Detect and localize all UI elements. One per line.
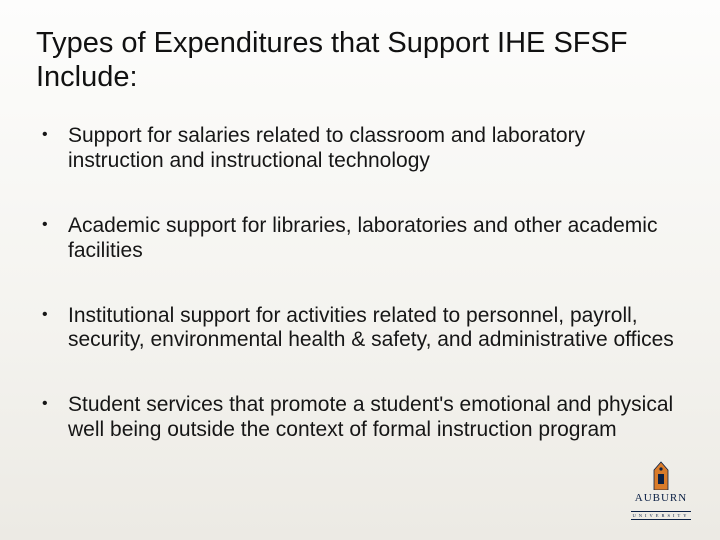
bullet-item: Student services that promote a student'… xyxy=(36,393,684,443)
bullet-item: Support for salaries related to classroo… xyxy=(36,124,684,174)
bullet-list: Support for salaries related to classroo… xyxy=(36,124,684,442)
auburn-logo: AUBURN UNIVERSITY xyxy=(626,460,696,522)
slide-title: Types of Expenditures that Support IHE S… xyxy=(36,26,684,94)
logo-subname: UNIVERSITY xyxy=(631,511,691,520)
bullet-item: Institutional support for activities rel… xyxy=(36,304,684,354)
tower-icon xyxy=(651,460,671,490)
slide-container: Types of Expenditures that Support IHE S… xyxy=(0,0,720,540)
bullet-item: Academic support for libraries, laborato… xyxy=(36,214,684,264)
logo-name: AUBURN xyxy=(626,493,696,504)
